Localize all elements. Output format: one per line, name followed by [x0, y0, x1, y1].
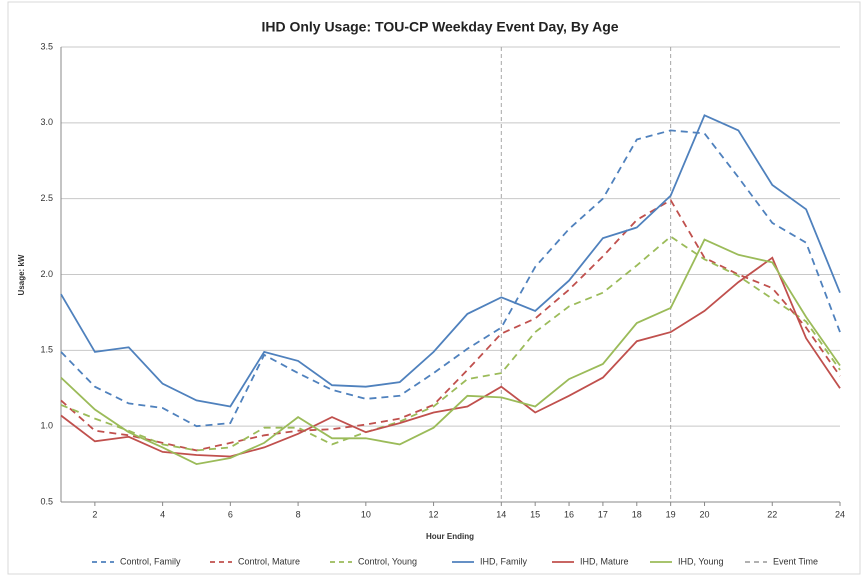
y-tick-label: 2.0 [40, 269, 53, 279]
y-tick-label: 0.5 [40, 496, 53, 506]
x-tick-label: 12 [429, 509, 439, 519]
x-tick-label: 8 [296, 509, 301, 519]
legend-label: Event Time [773, 556, 818, 566]
x-tick-label: 18 [632, 509, 642, 519]
legend-label: IHD, Mature [580, 556, 629, 566]
legend-label: Control, Young [358, 556, 417, 566]
x-tick-label: 4 [160, 509, 165, 519]
legend-label: IHD, Young [678, 556, 724, 566]
x-tick-label: 22 [767, 509, 777, 519]
series-line [60, 235, 841, 452]
y-tick-label: 3.0 [40, 117, 53, 127]
x-tick-label: 24 [835, 509, 845, 519]
series-line [60, 114, 841, 408]
series-line [60, 256, 841, 458]
x-axis-label: Hour Ending [426, 532, 474, 541]
y-tick-label: 2.5 [40, 193, 53, 203]
legend-label: IHD, Family [480, 556, 527, 566]
chart-title: IHD Only Usage: TOU-CP Weekday Event Day… [261, 19, 618, 35]
x-tick-label: 6 [228, 509, 233, 519]
x-tick-label: 19 [666, 509, 676, 519]
x-tick-label: 2 [92, 509, 97, 519]
y-tick-label: 3.5 [40, 41, 53, 51]
series-line [60, 238, 841, 466]
y-tick-label: 1.0 [40, 421, 53, 431]
y-axis-label: Usage: kW [17, 254, 26, 295]
x-tick-label: 20 [700, 509, 710, 519]
x-tick-label: 10 [361, 509, 371, 519]
series-line [60, 129, 841, 428]
chart-border [7, 1, 861, 575]
x-tick-label: 17 [598, 509, 608, 519]
y-tick-label: 1.5 [40, 345, 53, 355]
series-line [60, 198, 841, 452]
x-tick-label: 15 [530, 509, 540, 519]
legend-label: Control, Family [120, 556, 181, 566]
x-tick-label: 14 [496, 509, 506, 519]
legend-label: Control, Mature [238, 556, 300, 566]
x-tick-label: 16 [564, 509, 574, 519]
